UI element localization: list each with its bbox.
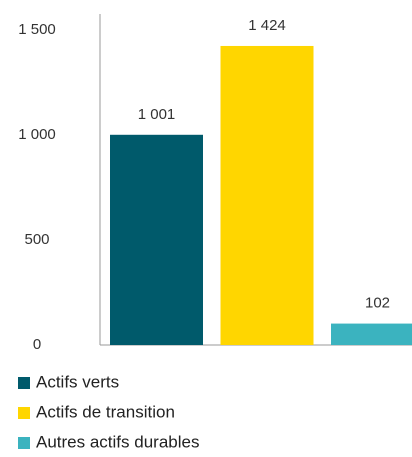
- y-tick-label: 1 000: [18, 126, 56, 143]
- y-tick-label: 1 500: [18, 21, 56, 38]
- y-tick-label: 500: [24, 231, 49, 248]
- bar: [220, 45, 314, 346]
- legend-text: Actifs verts: [36, 372, 119, 391]
- bar: [331, 323, 412, 345]
- legend-text: Actifs de transition: [36, 402, 175, 421]
- legend-text: Autres actifs durables: [36, 432, 199, 451]
- value-label: 1 001: [138, 106, 176, 123]
- legend-swatch: [18, 407, 30, 419]
- legend-swatch: [18, 377, 30, 389]
- bar: [110, 134, 203, 345]
- legend-swatch: [18, 437, 30, 449]
- value-label: 102: [365, 295, 390, 312]
- value-label: 1 424: [248, 17, 286, 34]
- y-tick-label: 0: [33, 336, 41, 353]
